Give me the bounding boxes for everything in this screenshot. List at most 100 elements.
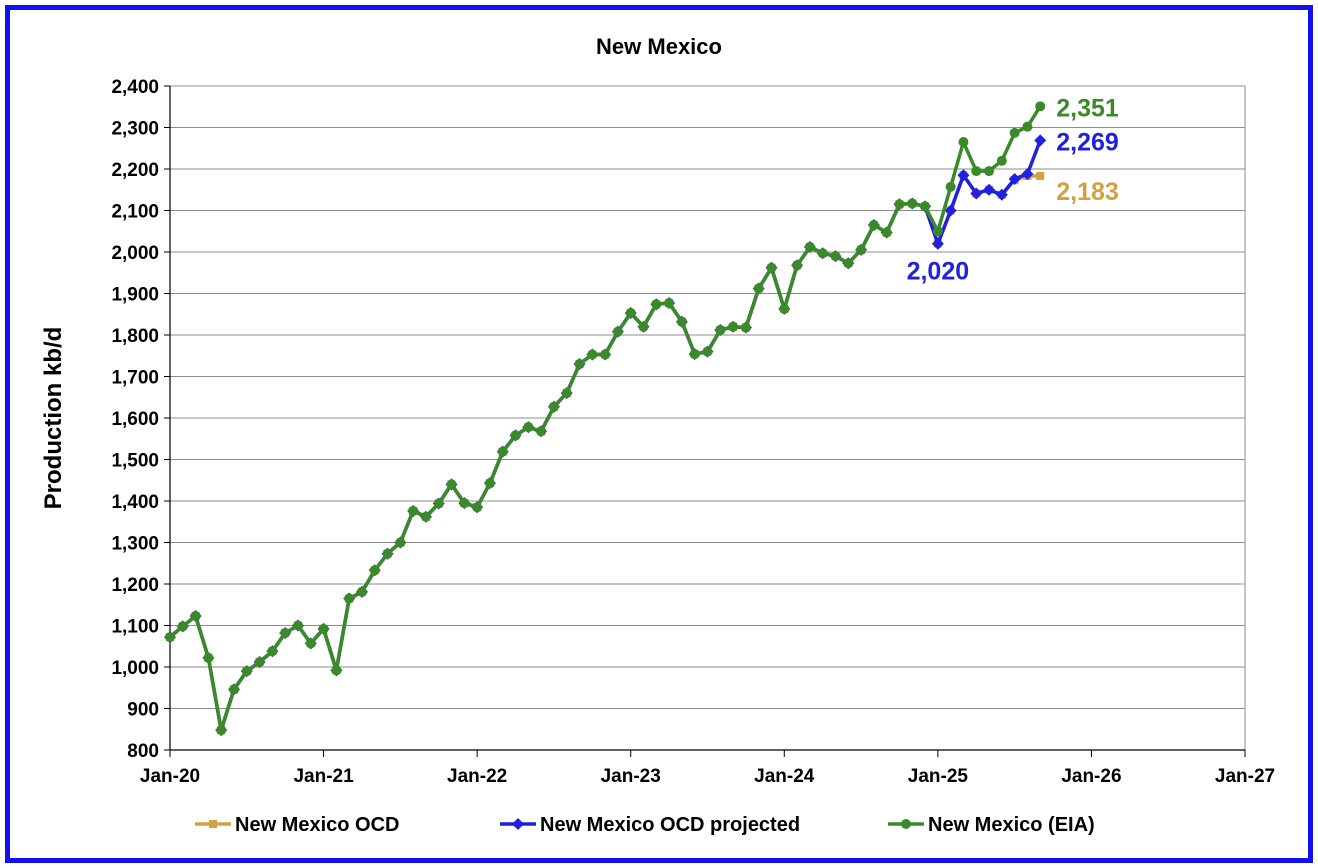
x-tick-label: Jan-25: [908, 766, 969, 787]
data-point: [344, 593, 355, 604]
data-point: [420, 511, 431, 522]
axes: 800 900 1,000 1,100 1,200 1,300 1,400 1,500 1,60…: [111, 77, 1275, 787]
legend-item-ocd-projected: New Mexico OCD projected: [500, 814, 800, 836]
chart-title: New Mexico: [596, 34, 722, 59]
data-point: [856, 244, 867, 255]
y-tick-label: 2,200: [111, 160, 159, 181]
data-point: [612, 326, 623, 337]
data-point: [177, 621, 188, 632]
data-point: [548, 401, 559, 412]
data-point: [165, 632, 175, 643]
y-tick-label: 1,700: [111, 368, 159, 389]
data-point: [228, 684, 239, 695]
y-tick-label: 800: [127, 741, 159, 762]
data-point: [574, 359, 585, 370]
series-line-ocd-projected: [168, 139, 1042, 732]
y-tick-label: 1,600: [111, 409, 159, 430]
y-tick-label: 1,500: [111, 451, 159, 472]
data-point: [510, 430, 521, 441]
data-label: 2,269: [1056, 128, 1119, 156]
data-point: [868, 220, 879, 231]
data-point: [318, 623, 329, 634]
data-point: [382, 548, 393, 559]
x-tick-label: Jan-24: [754, 766, 815, 787]
data-point: [728, 321, 739, 332]
data-point: [459, 498, 470, 509]
x-tick-label: Jan-27: [1215, 766, 1275, 787]
data-point: [740, 322, 751, 333]
data-point: [1036, 172, 1045, 181]
data-point: [587, 349, 598, 360]
data-point: [676, 316, 687, 327]
data-point: [792, 260, 803, 271]
data-point: [931, 237, 944, 250]
y-tick-label: 1,900: [111, 285, 159, 306]
data-point: [715, 325, 726, 336]
y-tick-label: 1,000: [111, 658, 159, 679]
data-point: [408, 505, 419, 516]
data-point: [433, 498, 444, 509]
data-point: [894, 199, 905, 210]
data-point: [254, 657, 265, 668]
data-point: [843, 258, 854, 269]
data-point: [600, 349, 611, 360]
data-point: [995, 188, 1008, 201]
data-point: [753, 283, 764, 294]
data-point: [932, 226, 943, 237]
y-tick-label: 1,300: [111, 534, 159, 555]
y-tick-label: 2,100: [111, 202, 159, 223]
legend-label: New Mexico (EIA): [928, 814, 1095, 836]
data-point: [625, 308, 636, 319]
y-tick-label: 1,200: [111, 575, 159, 596]
data-label: 2,351: [1056, 94, 1119, 122]
x-tick-label: Jan-22: [447, 766, 507, 787]
data-point: [1021, 167, 1034, 180]
y-tick-label: 900: [127, 700, 159, 721]
y-tick-label: 1,800: [111, 326, 159, 347]
y-tick-label: 2,000: [111, 243, 159, 264]
data-point: [446, 479, 457, 490]
data-point: [190, 610, 201, 621]
data-point: [958, 137, 969, 148]
legend-label: New Mexico OCD projected: [540, 814, 800, 836]
y-tick-label: 2,300: [111, 119, 159, 140]
data-point: [331, 665, 342, 676]
data-point: [920, 201, 931, 212]
data-point: [945, 181, 956, 192]
data-point: [280, 627, 291, 638]
data-point: [267, 646, 278, 657]
legend-label: New Mexico OCD: [235, 814, 399, 836]
data-point: [804, 242, 815, 253]
legend-marker: [209, 820, 217, 828]
data-point: [292, 620, 303, 631]
data-point: [766, 262, 777, 273]
data-point: [907, 198, 918, 209]
legend-marker: [901, 819, 911, 829]
x-tick-label: Jan-20: [140, 766, 200, 787]
y-tick-label: 1,400: [111, 492, 159, 513]
data-point: [241, 666, 252, 677]
data-label: 2,020: [907, 258, 970, 286]
data-point: [702, 346, 713, 357]
data-point: [996, 155, 1007, 166]
data-point: [957, 169, 970, 182]
data-point: [356, 586, 367, 597]
data-point: [472, 502, 483, 513]
series-ocd-projected: [164, 134, 1047, 737]
legend: New Mexico OCD New Mexico OCD projected Ne…: [195, 814, 1095, 836]
data-point: [817, 248, 828, 259]
data-point: [561, 388, 572, 399]
x-tick-label: Jan-23: [601, 766, 661, 787]
y-tick-label: 1,100: [111, 617, 159, 638]
y-axis-label: Production kb/d: [40, 327, 67, 510]
data-point: [664, 298, 675, 309]
data-point: [484, 478, 495, 489]
y-tick-label: 2,400: [111, 77, 159, 98]
data-point: [1022, 121, 1033, 132]
legend-marker: [512, 818, 524, 830]
data-point: [216, 725, 227, 736]
data-point: [305, 638, 316, 649]
legend-item-ocd: New Mexico OCD: [195, 814, 399, 836]
series-eia: [165, 101, 1046, 736]
